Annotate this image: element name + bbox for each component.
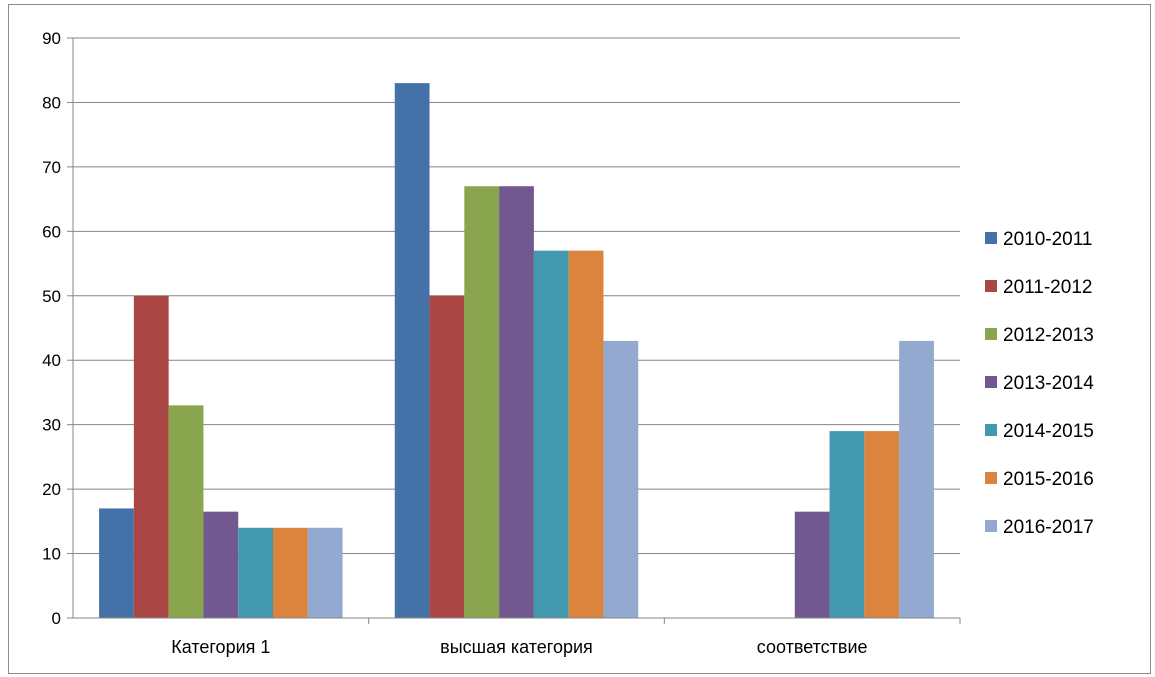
bar-2013-2014-0 [203,512,238,618]
bar-2016-2017-2 [899,341,934,618]
x-category-label: Категория 1 [171,637,270,657]
legend-label: 2016-2017 [1003,517,1094,538]
bar-2010-2011-1 [395,83,430,618]
bar-2015-2016-1 [569,251,604,618]
bar-2015-2016-2 [864,431,899,618]
legend-label: 2010-2011 [1003,229,1092,250]
bar-2011-2012-0 [134,296,169,618]
y-tick-label: 70 [42,158,61,177]
legend-swatch [985,376,997,388]
bar-2012-2013-1 [464,186,499,618]
x-axis-category-labels: Категория 1 высшая категория соответствие [171,637,867,657]
legend-swatch [985,472,997,484]
bar-2010-2011-0 [99,508,134,618]
legend-label: 2015-2016 [1003,469,1094,490]
legend-label: 2013-2014 [1003,373,1094,394]
bar-2011-2012-1 [430,296,465,618]
y-tick-label: 30 [42,416,61,435]
y-tick-label: 60 [42,222,61,241]
legend-label: 2012-2013 [1003,325,1094,346]
bar-2013-2014-2 [795,512,830,618]
y-tick-label: 40 [42,351,61,370]
y-axis-tick-labels: 0 10 20 30 40 50 60 70 80 90 [42,29,61,628]
bar-2014-2015-0 [238,528,273,618]
bar-2016-2017-1 [603,341,638,618]
legend: 2010-2011 2011-2012 2012-2013 2013-2014 2014… [985,229,1094,538]
y-tick-label: 90 [42,29,61,48]
y-tick-label: 80 [42,93,61,112]
legend-label: 2011-2012 [1003,277,1092,298]
y-tick-label: 0 [52,609,61,628]
bar-2012-2013-0 [169,405,204,618]
bar-2016-2017-0 [308,528,343,618]
bar-2014-2015-2 [830,431,865,618]
legend-label: 2014-2015 [1003,421,1094,442]
legend-swatch [985,280,997,292]
bar-2015-2016-0 [273,528,308,618]
legend-swatch [985,328,997,340]
legend-swatch [985,424,997,436]
y-tick-label: 50 [42,287,61,306]
x-category-label: соответствие [757,637,868,657]
legend-swatch [985,232,997,244]
x-category-label: высшая категория [440,637,593,657]
bars [99,83,934,618]
bar-2014-2015-1 [534,251,569,618]
bar-2013-2014-1 [499,186,534,618]
y-tick-label: 10 [42,545,61,564]
legend-swatch [985,520,997,532]
y-tick-label: 20 [42,480,61,499]
